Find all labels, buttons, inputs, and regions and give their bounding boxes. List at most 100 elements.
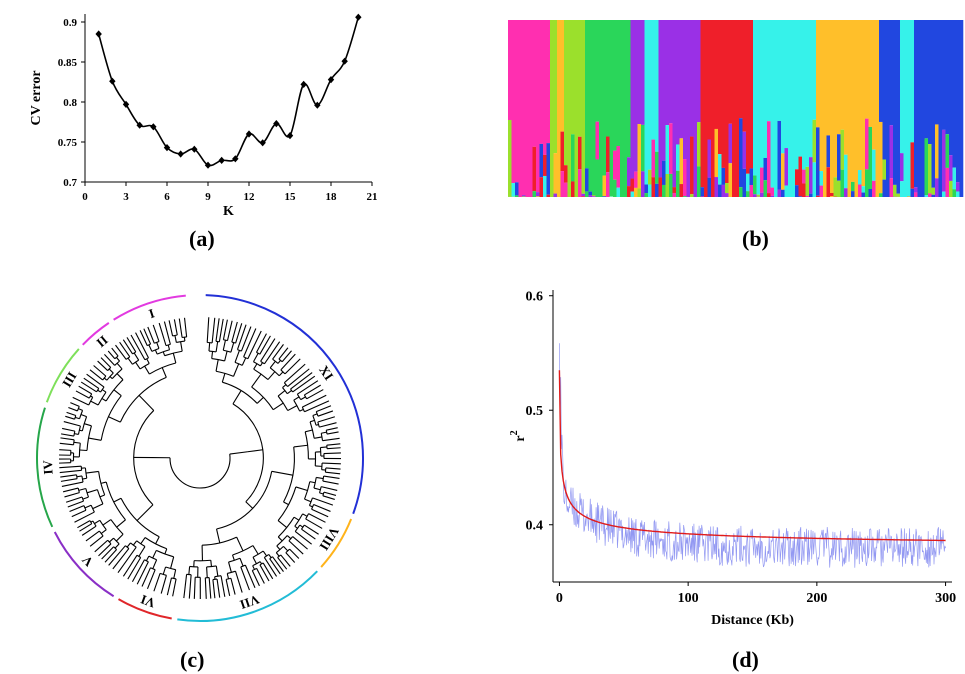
ancestry-bar: [844, 188, 848, 197]
ancestry-bar: [746, 191, 750, 197]
ancestry-bar: [819, 171, 824, 186]
internal-arc: [234, 361, 243, 366]
ancestry-bar: [690, 136, 694, 195]
internal-arc: [212, 578, 218, 581]
internal-branch: [114, 543, 120, 549]
internal-branch: [234, 350, 240, 363]
ancestry-bar: [578, 169, 582, 197]
internal-arc: [277, 516, 295, 538]
leaf-branch: [272, 556, 284, 572]
internal-branch: [259, 362, 264, 367]
internal-branch: [126, 542, 131, 548]
leaf-branch: [322, 437, 340, 442]
ancestry-bar: [788, 20, 792, 197]
internal-arc: [110, 519, 124, 535]
internal-arc: [88, 393, 93, 399]
ancestry-bar: [907, 196, 911, 197]
leaf-branch: [216, 578, 221, 598]
leaf-branch: [93, 365, 107, 377]
ancestry-bar: [742, 20, 747, 132]
leaf-branch: [64, 492, 80, 498]
leaf-branch: [173, 319, 178, 336]
ancestry-bar: [942, 191, 946, 197]
ancestry-bar: [840, 169, 845, 197]
ancestry-bar: [613, 20, 617, 151]
ancestry-bar: [539, 143, 544, 178]
ancestry-bar: [900, 20, 904, 154]
y-axis-label: r2: [509, 430, 528, 441]
ancestry-bar: [914, 192, 918, 197]
ancestry-bar: [830, 192, 834, 197]
leaf-branch: [83, 377, 100, 389]
ancestry-bar: [749, 20, 754, 169]
ancestry-bar: [655, 183, 659, 197]
cluster-label: I: [147, 305, 157, 321]
ancestry-bar: [602, 20, 607, 176]
internal-branch: [286, 390, 292, 395]
leaf-branch: [62, 427, 75, 432]
leaf-branch: [322, 462, 341, 465]
ancestry-bar: [784, 20, 789, 149]
leaf-branch: [313, 504, 331, 512]
leaf-branch: [263, 557, 278, 577]
internal-branch: [226, 573, 230, 579]
ancestry-bar: [532, 191, 537, 197]
internal-branch: [162, 351, 166, 356]
leaf-branch: [172, 578, 177, 597]
leaf-branch: [63, 421, 81, 427]
x-tick-label: 300: [935, 591, 956, 606]
internal-arc: [81, 475, 84, 483]
ancestry-bar: [536, 192, 540, 197]
leaf-branch: [215, 318, 220, 342]
ancestry-bar: [658, 20, 663, 178]
internal-branch: [75, 416, 80, 420]
ancestry-bar: [861, 20, 866, 187]
ancestry-bar: [910, 188, 915, 197]
ancestry-bar: [777, 189, 782, 197]
internal-arc: [113, 546, 117, 550]
ancestry-bar: [756, 194, 761, 197]
ancestry-bar: [770, 187, 775, 196]
leaf-branch: [211, 317, 216, 343]
internal-branch: [251, 373, 262, 388]
leaf-branch: [70, 402, 80, 407]
internal-branch: [136, 504, 154, 521]
leaf-branch: [269, 558, 281, 575]
ancestry-bar: [690, 194, 694, 197]
cluster-label: V: [78, 552, 96, 570]
ancestry-bar: [910, 20, 915, 143]
ancestry-bar: [648, 184, 652, 197]
internal-arc: [264, 553, 270, 558]
ancestry-bar: [816, 127, 820, 196]
leaf-branch: [117, 546, 137, 574]
internal-branch: [100, 529, 107, 534]
internal-branch: [90, 400, 99, 406]
internal-branch: [222, 340, 226, 351]
ancestry-bar: [651, 139, 656, 178]
ld-decay-chart: 0 100 200 300 0.4 0.5 0.6 Distance (Kb) r2: [509, 290, 956, 628]
internal-branch: [211, 351, 214, 359]
leaf-branch: [259, 564, 270, 582]
internal-branch: [269, 360, 276, 369]
internal-arc: [100, 386, 105, 393]
ancestry-bar: [543, 175, 547, 197]
ancestry-bar: [662, 160, 666, 185]
leaf-branch: [163, 321, 171, 345]
internal-arc: [223, 349, 232, 353]
data-point: [232, 155, 239, 163]
internal-branch: [78, 487, 86, 491]
ancestry-bar: [763, 20, 768, 158]
internal-branch: [116, 357, 120, 362]
ancestry-bar: [868, 189, 873, 197]
ancestry-bar: [942, 129, 946, 192]
internal-branch: [293, 516, 300, 521]
internal-arc: [232, 403, 264, 503]
internal-branch: [304, 498, 312, 503]
ancestry-bar: [896, 193, 901, 197]
ancestry-bar: [553, 153, 558, 194]
y-tick-label: 0.9: [63, 17, 77, 29]
internal-branch: [152, 559, 158, 569]
internal-arc: [308, 497, 313, 506]
leaf-branch: [319, 422, 337, 428]
leaf-branch: [111, 347, 119, 357]
